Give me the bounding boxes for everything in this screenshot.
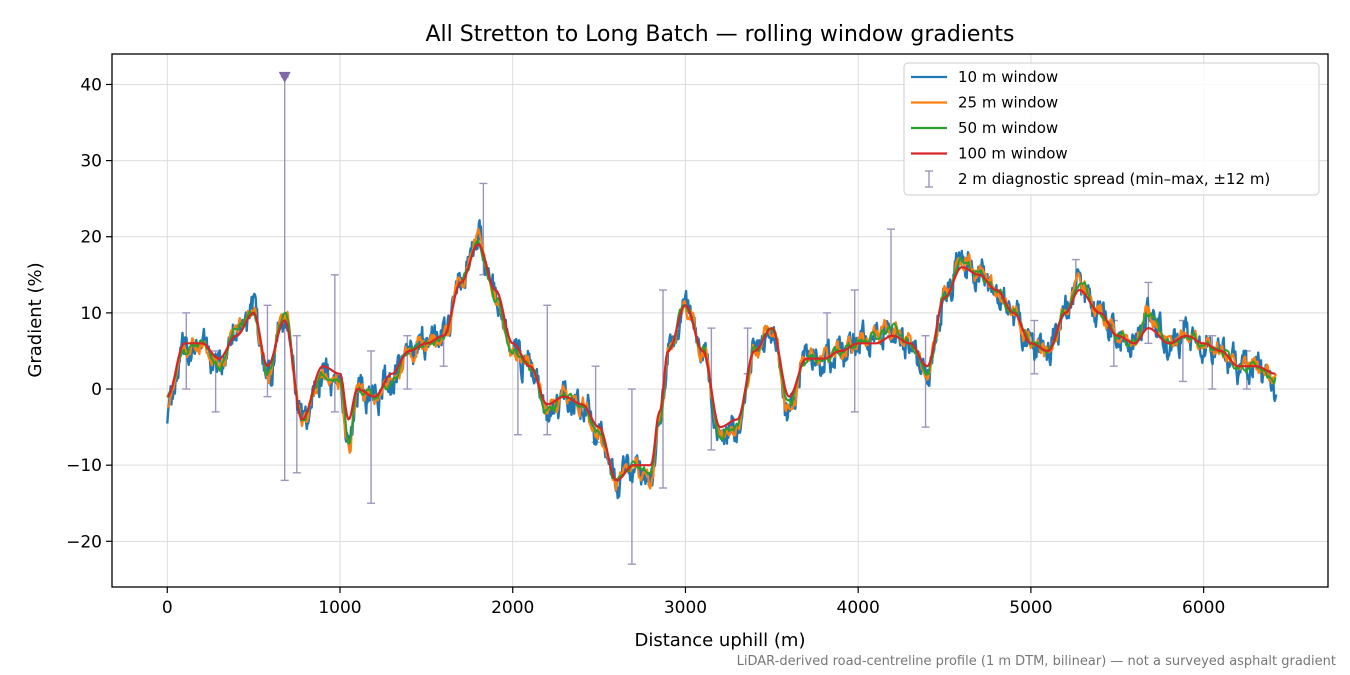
series-line-3 xyxy=(166,239,1277,482)
legend-entry: 2 m diagnostic spread (min–max, ±12 m) xyxy=(925,170,1270,188)
x-tick-label: 0 xyxy=(162,598,173,618)
x-tick-label: 1000 xyxy=(318,598,361,618)
legend: 10 m window 25 m window 50 m window 100 m w… xyxy=(903,62,1320,196)
diagnostic-bar xyxy=(921,335,930,428)
y-tick-label: −20 xyxy=(66,532,102,552)
y-tick-label: 0 xyxy=(91,380,102,400)
series-line-1 xyxy=(166,219,1278,500)
x-tick-label: 3000 xyxy=(664,598,707,618)
x-tick-label: 4000 xyxy=(837,598,880,618)
svg-text:10 m window: 10 m window xyxy=(958,68,1058,86)
svg-text:25 m window: 25 m window xyxy=(958,94,1058,112)
legend-entry: 25 m window xyxy=(911,94,1058,112)
diagnostic-bar xyxy=(330,274,339,413)
y-tick-label: 40 xyxy=(80,75,102,95)
plot-area xyxy=(166,71,1278,565)
y-tick-label: −10 xyxy=(66,456,102,476)
series-line-2 xyxy=(166,227,1278,492)
svg-text:2 m diagnostic spread (min–max: 2 m diagnostic spread (min–max, ±12 m) xyxy=(958,170,1270,188)
y-tick-label: 20 xyxy=(80,228,102,248)
diagnostic-spread xyxy=(182,76,1251,565)
series-line-4 xyxy=(166,243,1276,482)
diagnostic-bar xyxy=(367,350,376,504)
legend-box xyxy=(903,62,1320,196)
y-tick-label: 10 xyxy=(80,304,102,324)
svg-text:100 m window: 100 m window xyxy=(958,145,1068,163)
legend-entry: 50 m window xyxy=(911,119,1058,137)
y-axis-label: Gradient (%) xyxy=(25,262,46,377)
plot-frame xyxy=(111,53,1329,588)
svg-text:50 m window: 50 m window xyxy=(958,119,1058,137)
diagnostic-bar xyxy=(280,76,289,482)
y-tick-label: 30 xyxy=(80,152,102,172)
x-tick-label: 2000 xyxy=(491,598,534,618)
x-axis-label: Distance uphill (m) xyxy=(635,630,806,651)
clipped-value-marker xyxy=(278,71,291,83)
legend-entry: 10 m window xyxy=(911,68,1058,86)
y-axis-ticks: −20 −10 0 10 20 30 40 xyxy=(66,75,112,552)
footnote: LiDAR-derived road-centreline profile (1… xyxy=(737,654,1336,669)
chart-title: All Stretton to Long Batch — rolling win… xyxy=(426,22,1015,47)
x-axis-ticks: 0 1000 2000 3000 4000 5000 6000 xyxy=(162,587,1225,618)
diagnostic-bar xyxy=(887,228,895,337)
x-tick-label: 6000 xyxy=(1182,598,1225,618)
x-tick-label: 5000 xyxy=(1009,598,1052,618)
legend-entry: 100 m window xyxy=(911,145,1068,163)
